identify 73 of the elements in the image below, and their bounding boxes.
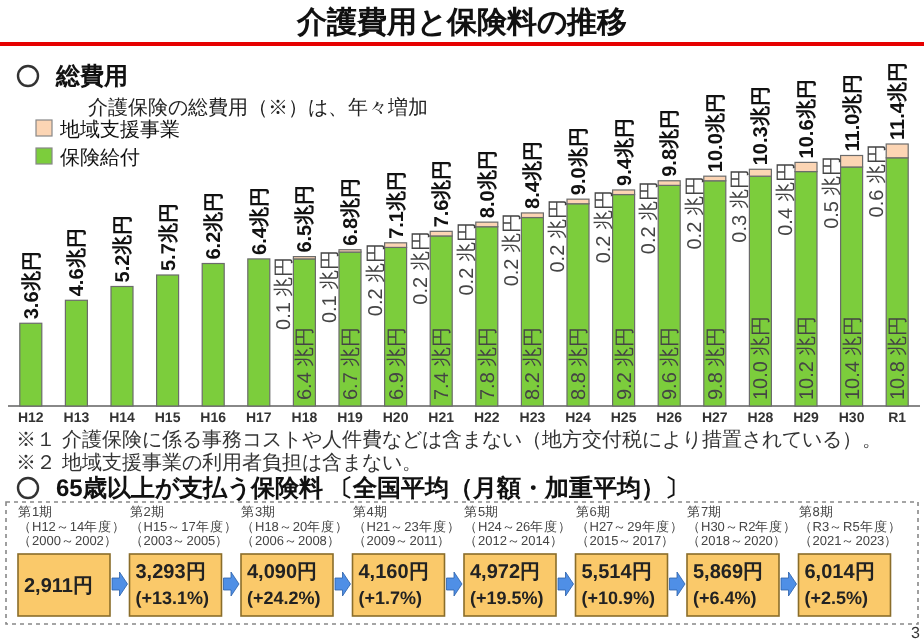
- legend-label: 地域支援事業: [58, 118, 180, 142]
- total-label: 9.0兆円: [567, 127, 591, 196]
- bar: [794, 170, 818, 407]
- data-label: 6.9 兆円: [384, 326, 409, 400]
- text: 4,090円 (+24.2%): [247, 562, 321, 608]
- total-label: 6.4兆円: [247, 187, 272, 255]
- data-label: 10.2 兆円: [795, 315, 819, 400]
- data-label: 0.2 兆円: [363, 242, 388, 317]
- bar: [201, 262, 225, 407]
- data-label: 7.8 兆円: [475, 326, 500, 400]
- total-label: 3.6兆円: [19, 251, 44, 320]
- text: 2,911円: [24, 576, 93, 598]
- bar: [19, 322, 43, 407]
- total-label: 11.0兆円: [840, 73, 865, 152]
- data-label: 10.8 兆円: [886, 315, 911, 400]
- data-label: 0.2 兆円: [546, 199, 570, 273]
- total-label: 6.2兆円: [202, 191, 227, 260]
- total-label: 5.2兆円: [111, 214, 135, 283]
- text: ※１ 介護保険に係る事務コストや人件費などは含まない（地方交付税により措置されている）。: [16, 428, 882, 452]
- data-label: 0.5 兆円: [819, 155, 844, 229]
- chart-subtitle: 総費用: [54, 62, 128, 90]
- total-label: 10.6兆円: [795, 79, 819, 159]
- text: 5,869円 (+6.4%): [693, 562, 764, 608]
- total-label: 6.5兆円: [293, 184, 318, 253]
- total-label: 9.8兆円: [658, 108, 683, 177]
- text: 3: [911, 624, 922, 640]
- total-label: 9.4兆円: [612, 118, 637, 186]
- bar: [156, 274, 180, 407]
- data-label: 0.2 兆円: [409, 231, 434, 305]
- total-label: 7.6兆円: [430, 159, 455, 228]
- data-label: 6.4 兆円: [293, 326, 318, 400]
- data-label: 0.2 兆円: [500, 212, 525, 287]
- text: ※２ 地域支援事業の利用者負担は含まない。: [16, 451, 422, 475]
- data-label: 0.4 兆円: [774, 162, 798, 236]
- data-label: 0.6 兆円: [865, 144, 890, 218]
- bar: [64, 299, 88, 407]
- legend-label: 保険給付: [60, 146, 140, 170]
- data-label: 9.8 兆円: [703, 326, 728, 400]
- total-label: 11.4兆円: [886, 62, 911, 140]
- text: 3,293円 (+13.1%): [135, 562, 210, 608]
- text: 介護保険の総費用（※）は、年々増加: [88, 96, 428, 120]
- total-label: 6.8兆円: [339, 177, 363, 246]
- data-label: 0.1 兆円: [272, 256, 297, 330]
- data-label: 8.8 兆円: [567, 326, 591, 400]
- data-label: 10.0 兆円: [749, 315, 774, 400]
- total-label: 7.1兆円: [384, 171, 409, 239]
- data-label: 9.6 兆円: [658, 326, 683, 400]
- text: 65歳以上が支払う保険料 〔全国平均（月額・加重平均）〕: [56, 474, 690, 502]
- bar: [566, 203, 590, 407]
- data-label: 0.2 兆円: [637, 180, 662, 255]
- total-label: 4.6兆円: [65, 228, 90, 297]
- chart-title: 介護費用と保険料の推移: [295, 6, 627, 40]
- bar: [110, 285, 134, 407]
- total-label: 10.0兆円: [703, 93, 728, 173]
- total-label: 8.0兆円: [475, 150, 500, 219]
- text: 6,014円 (+2.5%): [804, 562, 875, 608]
- data-label: 6.7 兆円: [339, 326, 363, 400]
- total-label: 5.7兆円: [156, 203, 181, 271]
- text: 4,160円 (+1.7%): [358, 562, 429, 608]
- data-label: 8.2 兆円: [521, 326, 546, 400]
- data-label: 0.2 兆円: [454, 222, 479, 296]
- data-label: 0.2 兆円: [682, 176, 707, 250]
- bar: [247, 258, 271, 407]
- data-label: 7.4 兆円: [430, 326, 455, 400]
- text: 4,972円 (+19.5%): [470, 562, 544, 608]
- total-label: 10.3兆円: [749, 86, 774, 166]
- data-label: 10.4 兆円: [840, 315, 865, 400]
- text: 5,514円 (+10.9%): [581, 562, 656, 608]
- data-label: 0.2 兆円: [591, 189, 616, 264]
- total-label: 8.4兆円: [521, 141, 546, 209]
- data-label: 9.2 兆円: [612, 326, 637, 400]
- data-label: 0.3 兆円: [728, 169, 753, 243]
- data-label: 0.1 兆円: [318, 249, 342, 324]
